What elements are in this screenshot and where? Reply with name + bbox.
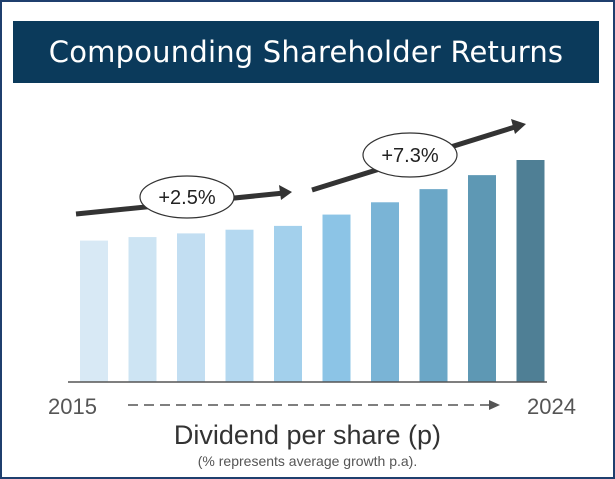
bar-2018	[225, 229, 254, 382]
bar-2017	[177, 233, 205, 382]
bar-2019	[274, 225, 302, 382]
bar-2024	[516, 160, 545, 382]
bar-2021	[371, 202, 399, 382]
bar-2016	[128, 237, 157, 382]
bar-2015	[80, 240, 108, 382]
x-start-label: 2015	[48, 394, 97, 419]
growth-bubble-2	[362, 132, 458, 178]
growth-label-2: +7.3%	[381, 145, 438, 167]
bar-2020	[322, 214, 351, 382]
growth-arrow-2-head	[511, 119, 526, 134]
growth-arrow-1-head	[279, 185, 292, 200]
x-end-label: 2024	[527, 394, 576, 419]
bar-2023	[468, 175, 496, 382]
growth-bubble-1	[139, 175, 235, 219]
bars-group	[80, 160, 545, 382]
growth-note: (% represents average growth p.a).	[197, 453, 418, 469]
growth-label-1: +2.5%	[158, 187, 215, 209]
chart-title: Compounding Shareholder Returns	[13, 21, 599, 83]
timeline-arrow-head	[489, 400, 500, 410]
x-axis-label: Dividend per share (p)	[173, 420, 442, 450]
bar-2022	[419, 189, 448, 382]
